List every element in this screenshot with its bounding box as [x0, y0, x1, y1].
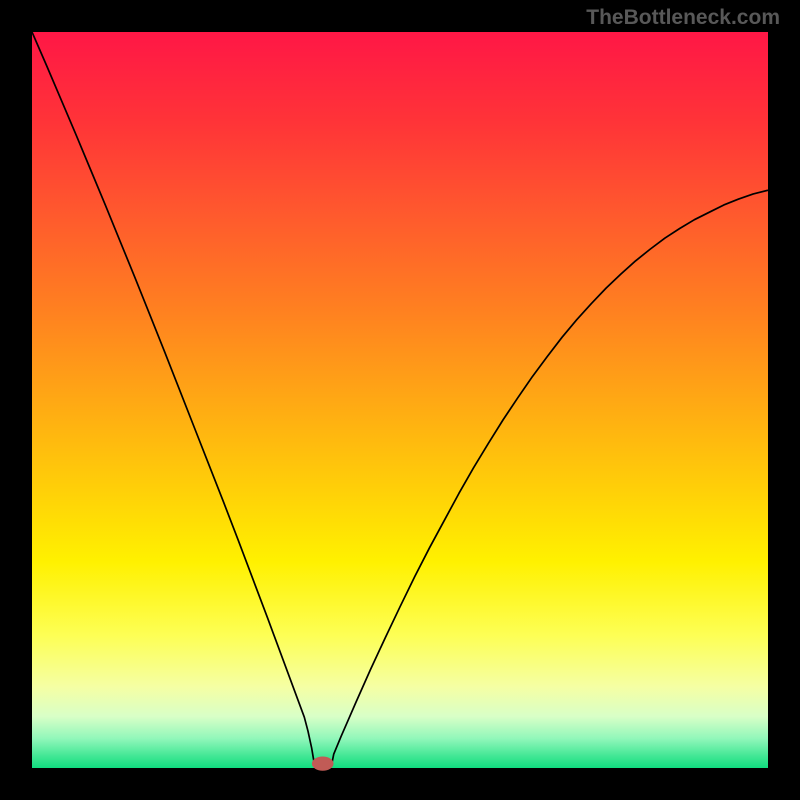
- chart-background: [32, 32, 768, 768]
- optimal-point-marker: [312, 757, 333, 770]
- watermark-text: TheBottleneck.com: [586, 6, 780, 30]
- bottleneck-chart: [0, 0, 800, 800]
